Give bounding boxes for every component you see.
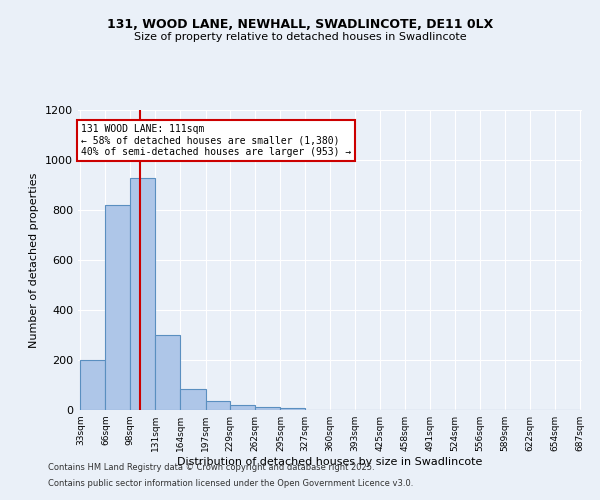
Text: Size of property relative to detached houses in Swadlincote: Size of property relative to detached ho… bbox=[134, 32, 466, 42]
Text: 131, WOOD LANE, NEWHALL, SWADLINCOTE, DE11 0LX: 131, WOOD LANE, NEWHALL, SWADLINCOTE, DE… bbox=[107, 18, 493, 30]
Bar bbox=[155, 335, 181, 410]
Bar bbox=[80, 360, 106, 410]
Bar bbox=[280, 408, 305, 410]
Bar bbox=[130, 178, 155, 410]
Bar bbox=[230, 405, 255, 410]
Text: 131 WOOD LANE: 111sqm
← 58% of detached houses are smaller (1,380)
40% of semi-d: 131 WOOD LANE: 111sqm ← 58% of detached … bbox=[81, 124, 352, 157]
Bar bbox=[255, 407, 280, 410]
Bar bbox=[181, 389, 206, 410]
Text: Contains HM Land Registry data © Crown copyright and database right 2025.: Contains HM Land Registry data © Crown c… bbox=[48, 464, 374, 472]
X-axis label: Distribution of detached houses by size in Swadlincote: Distribution of detached houses by size … bbox=[178, 457, 482, 467]
Bar bbox=[106, 205, 130, 410]
Text: Contains public sector information licensed under the Open Government Licence v3: Contains public sector information licen… bbox=[48, 478, 413, 488]
Bar bbox=[206, 401, 230, 410]
Y-axis label: Number of detached properties: Number of detached properties bbox=[29, 172, 40, 348]
